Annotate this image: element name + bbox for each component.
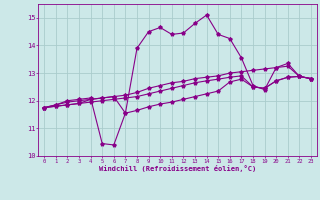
X-axis label: Windchill (Refroidissement éolien,°C): Windchill (Refroidissement éolien,°C)	[99, 165, 256, 172]
